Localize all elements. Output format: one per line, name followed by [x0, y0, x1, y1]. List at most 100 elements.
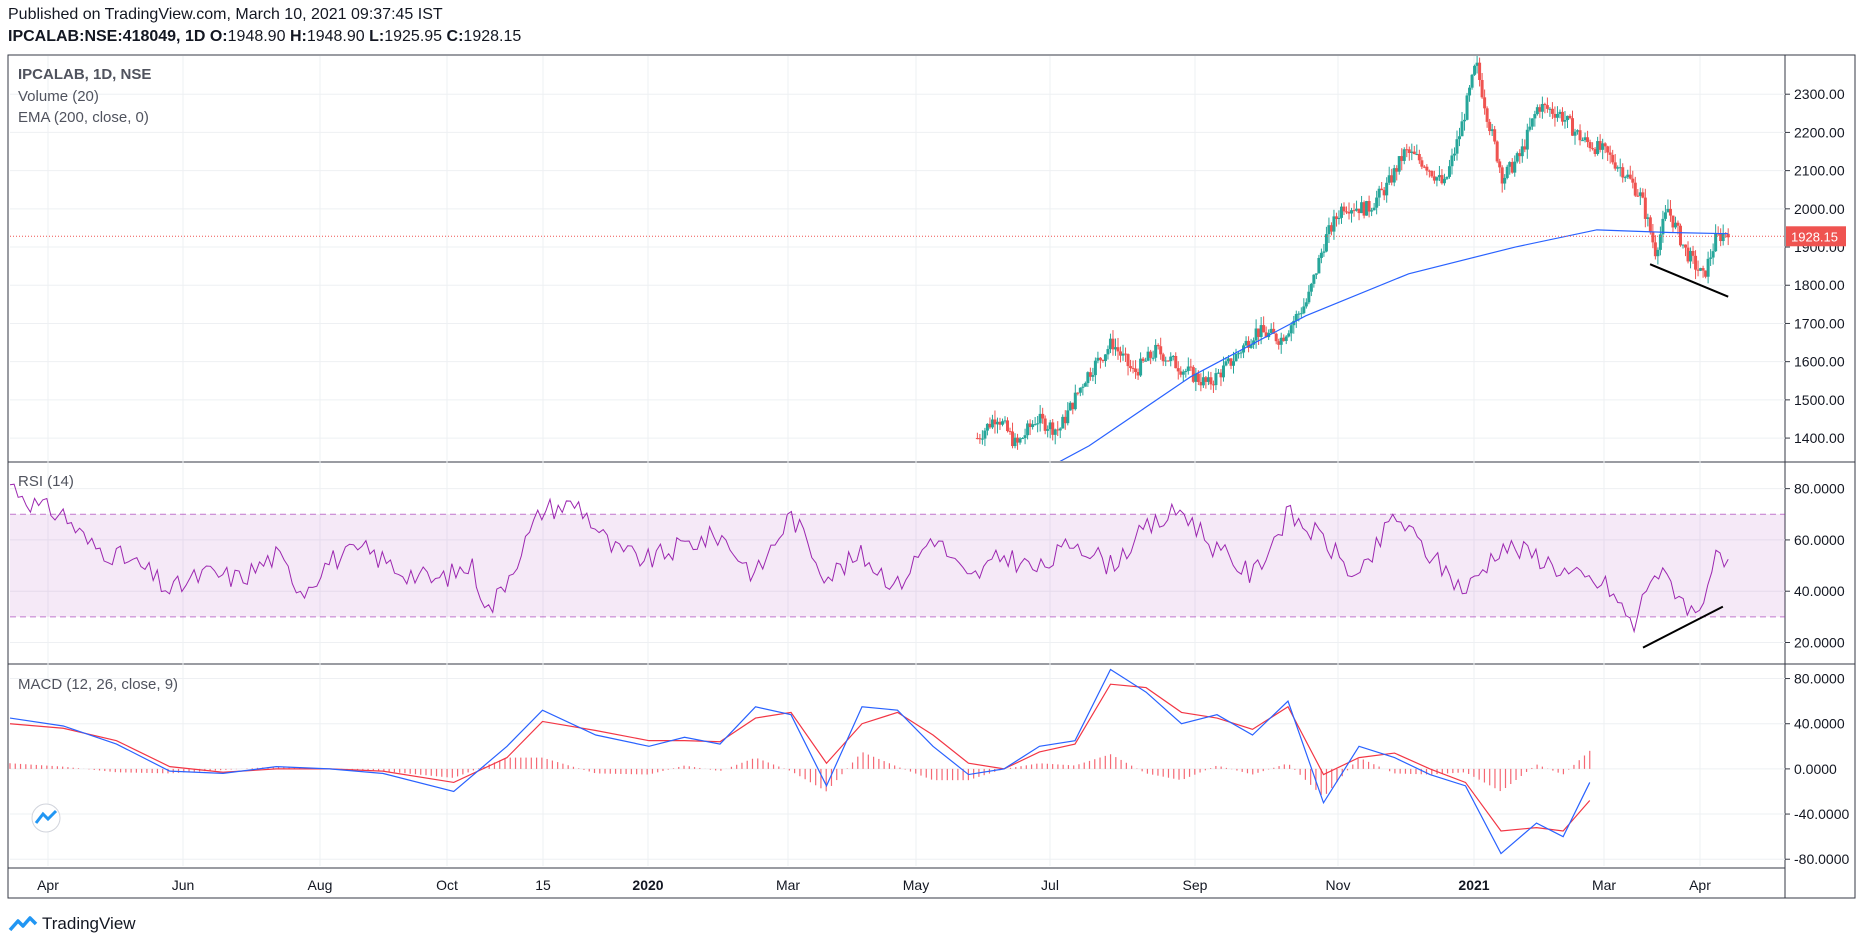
candle-body — [1058, 428, 1062, 431]
macd-line — [9, 668, 1591, 855]
candle-body — [1596, 141, 1600, 154]
candle-body — [1018, 438, 1022, 443]
candle-body — [1452, 153, 1456, 156]
candle-body — [1601, 143, 1605, 150]
candle-body — [1651, 232, 1655, 243]
candle-body — [1144, 360, 1148, 362]
candle-body — [1397, 156, 1401, 172]
candle-body — [1548, 108, 1552, 110]
candle-body — [988, 423, 992, 428]
candle-body — [1169, 356, 1173, 362]
candle-body — [1701, 268, 1705, 271]
candle-body — [1068, 402, 1072, 411]
candle-body — [1442, 178, 1446, 184]
y-tick-label: 1600.00 — [1794, 354, 1845, 370]
candle-body — [1696, 269, 1700, 271]
candle-body — [1485, 108, 1489, 122]
candle-body — [1699, 268, 1703, 271]
candle-body — [1066, 410, 1070, 424]
candle-body — [1520, 146, 1524, 157]
candle-body — [1586, 137, 1590, 143]
candle-body — [1026, 423, 1030, 436]
candle-body — [1274, 333, 1278, 342]
candle-body — [1317, 257, 1321, 274]
candle-body — [1538, 107, 1542, 112]
candle-body — [1201, 377, 1205, 386]
open-value: 1948.90 — [227, 28, 286, 45]
candle-body — [1663, 212, 1667, 219]
candle-body — [1048, 422, 1052, 430]
symbol-ohlc-line: IPCALAB:NSE:418049, 1D O:1948.90 H:1948.… — [8, 28, 521, 46]
candle-body — [1505, 166, 1509, 178]
candle-body — [1131, 367, 1135, 369]
y-tick-label: 80.0000 — [1794, 481, 1845, 497]
candle-body — [1046, 429, 1050, 431]
candle-body — [1332, 216, 1336, 232]
x-tick-label: May — [903, 877, 929, 893]
tradingview-logo-icon — [8, 916, 38, 932]
y-tick-label: 1400.00 — [1794, 430, 1845, 446]
candle-body — [1470, 74, 1474, 88]
candle-body — [1513, 161, 1517, 173]
candle-body — [1714, 233, 1718, 252]
candle-body — [1091, 375, 1095, 377]
candle-body — [1071, 402, 1075, 410]
candle-body — [1711, 251, 1715, 258]
y-tick-label: 2200.00 — [1794, 124, 1845, 140]
tradingview-brand[interactable]: TradingView — [8, 914, 136, 934]
candle-body — [1646, 217, 1650, 219]
y-tick-label: 1500.00 — [1794, 392, 1845, 408]
candle-body — [1088, 372, 1092, 377]
candle-body — [1284, 336, 1288, 341]
y-tick-label: -80.0000 — [1794, 851, 1849, 867]
candle-body — [1189, 366, 1193, 368]
ema-legend: EMA (200, close, 0) — [18, 109, 149, 126]
x-tick-label: Mar — [776, 877, 800, 893]
candle-body — [1179, 371, 1183, 375]
candle-body — [1294, 314, 1298, 321]
candle-body — [1543, 103, 1547, 106]
y-tick-label: 1700.00 — [1794, 315, 1845, 331]
candle-body — [1420, 160, 1424, 167]
candle-body — [1545, 105, 1549, 109]
candle-body — [1694, 255, 1698, 270]
candle-body — [1141, 358, 1145, 361]
candle-body — [1465, 95, 1469, 120]
candle-body — [1608, 152, 1612, 155]
brand-label: TradingView — [42, 914, 136, 933]
candle-body — [1129, 366, 1133, 368]
candle-body — [1282, 337, 1286, 341]
candle-body — [1033, 424, 1037, 426]
candle-body — [1053, 429, 1057, 435]
candle-body — [1671, 215, 1675, 228]
candle-body — [1488, 121, 1492, 132]
rsi-legend: RSI (14) — [18, 473, 74, 490]
x-tick-label: Jul — [1041, 877, 1059, 893]
candle-body — [1319, 252, 1323, 258]
candle-body — [1719, 233, 1723, 242]
candle-body — [1628, 174, 1632, 179]
candle-body — [1159, 346, 1163, 355]
candle-body — [1568, 115, 1572, 119]
candle-body — [1437, 175, 1441, 178]
candle-body — [1061, 416, 1065, 429]
candle-body — [1410, 151, 1414, 154]
candle-body — [1166, 360, 1170, 362]
candle-body — [1272, 328, 1276, 334]
candle-body — [1289, 325, 1293, 334]
candle-body — [1244, 340, 1248, 346]
candle-body — [1535, 107, 1539, 115]
candle-body — [1036, 423, 1040, 425]
candle-body — [1360, 202, 1364, 214]
high-label: H: — [289, 28, 307, 45]
candle-body — [1367, 201, 1371, 212]
candle-body — [1008, 431, 1012, 433]
x-tick-label: Jun — [172, 877, 195, 893]
rsi-band — [10, 514, 1785, 617]
y-tick-label: 40.0000 — [1794, 716, 1845, 732]
candle-body — [1196, 373, 1200, 382]
candle-body — [1407, 149, 1411, 154]
candle-body — [1621, 167, 1625, 178]
candle-body — [1405, 149, 1409, 151]
